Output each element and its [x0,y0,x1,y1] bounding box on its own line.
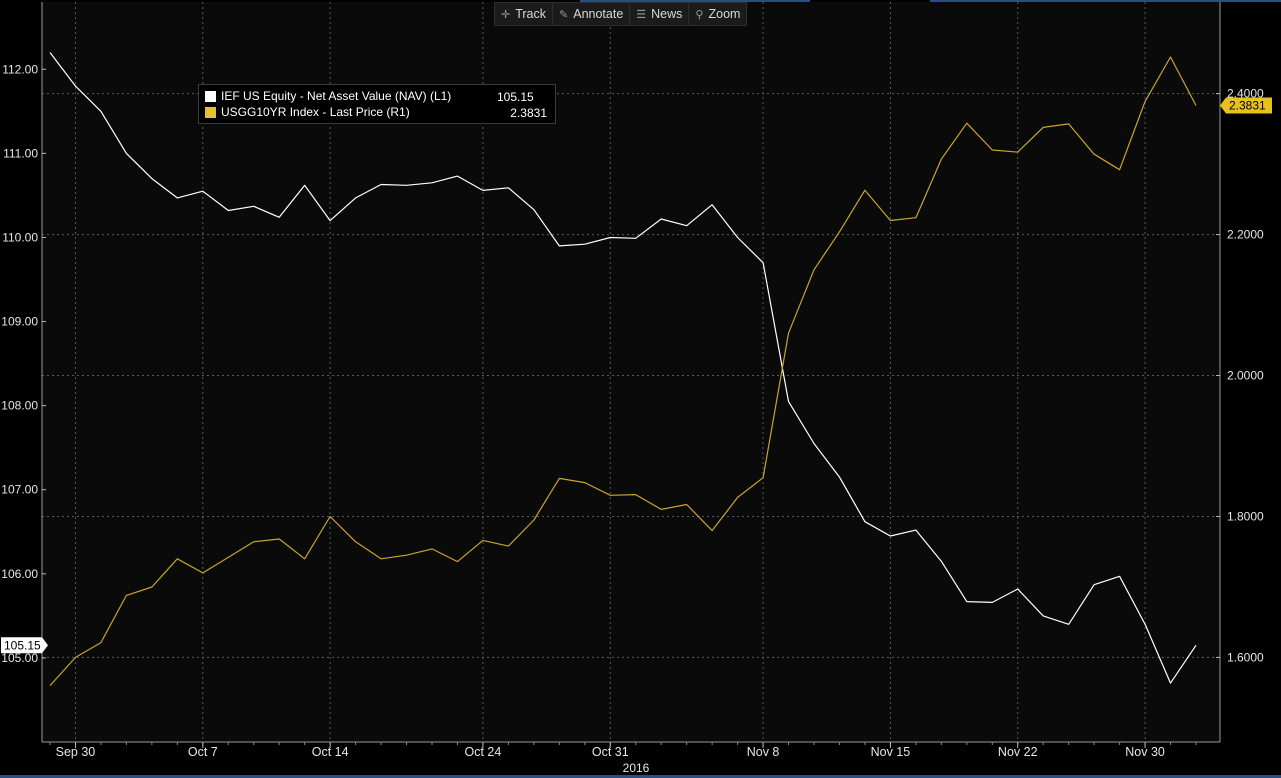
x-tick-label: Oct 14 [312,745,349,759]
legend-entry-ief: IEF US Equity - Net Asset Value (NAV) (L… [205,88,451,104]
right-tick-label: 2.4000 [1227,87,1264,101]
last-value-tags: 105.15 2.3831 [1,97,1272,654]
left-tick-label: 105.00 [1,651,38,665]
left-tick-label: 112.00 [2,62,38,76]
left-tick-label: 110.00 [2,230,38,244]
x-tick-label: Nov 8 [747,745,780,759]
series-line-usgg10yr [49,56,1197,687]
annotate-button[interactable]: ✎ Annotate [553,3,631,25]
x-tick-label: Oct 24 [465,745,502,759]
tick-labels: 105.00 106.00 107.00 108.00 109.00 110.00 111.… [1,62,1264,775]
right-tag-value: 2.3831 [1229,99,1266,113]
chart-toolbar: ✛ Track ✎ Annotate ☰ News ⚲ Zoom [494,2,748,26]
magnifier-icon: ⚲ [695,8,704,21]
right-last-value-tag: 2.3831 [1220,97,1272,114]
zoom-button[interactable]: ⚲ Zoom [689,3,746,25]
news-button[interactable]: ☰ News [630,3,690,25]
left-tick-label: 111.00 [3,146,38,160]
top-accent-left [580,0,810,2]
track-label: Track [515,7,547,21]
news-list-icon: ☰ [636,8,647,21]
left-tick-label: 107.00 [1,483,38,497]
right-tick-label: 1.6000 [1227,650,1264,664]
x-tick-label: Nov 30 [1125,745,1165,759]
legend-swatch-usgg10yr [205,106,216,118]
top-accent-right [930,0,1281,2]
news-label: News [651,7,683,21]
right-tick-label: 2.2000 [1227,228,1264,242]
x-axis-year-label: 2016 [623,761,650,775]
left-tag-shape [1,637,48,654]
x-tick-label: Sep 30 [56,745,96,759]
series-lines [49,52,1197,687]
annotate-label: Annotate [573,7,624,21]
left-tick-label: 106.00 [1,567,38,581]
zoom-label: Zoom [708,7,741,21]
right-tick-label: 2.0000 [1227,369,1264,383]
bottom-accent-bar [0,775,1281,778]
track-button[interactable]: ✛ Track [495,3,554,25]
legend-value-usgg10yr: 2.3831 [510,106,547,120]
chart-legend[interactable]: IEF US Equity - Net Asset Value (NAV) (L… [198,84,556,124]
x-tick-label: Nov 15 [871,745,911,759]
left-tick-label: 109.00 [1,315,38,329]
series-line-ief-nav [49,52,1197,684]
legend-entry-usgg10yr: USGG10YR Index - Last Price (R1) [205,104,410,120]
legend-label-usgg10yr: USGG10YR Index - Last Price (R1) [221,105,410,119]
right-tag-shape [1220,97,1272,114]
x-tick-label: Nov 22 [998,745,1038,759]
legend-label-ief: IEF US Equity - Net Asset Value (NAV) (L… [221,89,452,103]
legend-value-ief: 105.15 [497,90,534,104]
left-tick-label: 108.00 [1,399,38,413]
legend-swatch-ief [205,90,216,102]
left-last-value-tag: 105.15 [1,637,48,654]
left-tag-value: 105.15 [4,638,41,652]
pencil-icon: ✎ [559,8,569,21]
right-tick-label: 1.8000 [1227,509,1264,523]
crosshair-icon: ✛ [501,8,511,21]
x-tick-label: Oct 31 [592,745,629,759]
x-tick-label: Oct 7 [188,745,218,759]
